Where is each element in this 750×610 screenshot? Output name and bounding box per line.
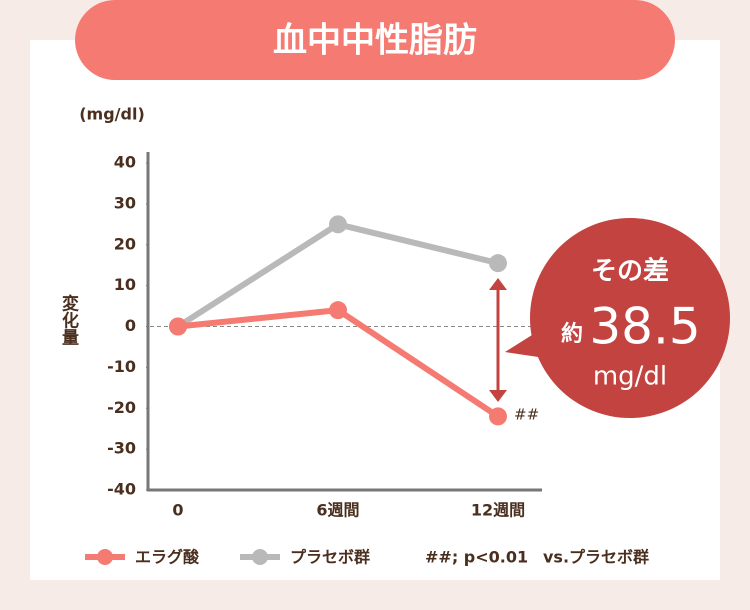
significance-mark: ## xyxy=(514,406,539,424)
y-tick-label: -40 xyxy=(107,480,136,499)
callout-unit: mg/dl xyxy=(593,362,667,392)
legend-marker xyxy=(252,549,268,565)
point xyxy=(329,215,347,234)
point xyxy=(489,407,507,426)
point xyxy=(169,317,187,336)
y-unit: (mg/dl) xyxy=(79,105,145,124)
legend-label: エラグ酸 xyxy=(135,548,200,567)
x-tick-label: 0 xyxy=(172,501,183,520)
legend-label: プラセボ群 xyxy=(290,548,370,567)
y-tick-label: 40 xyxy=(114,153,136,172)
y-tick-label: 20 xyxy=(114,234,136,253)
chart-title: 血中中性脂肪 xyxy=(273,21,477,61)
legend-marker xyxy=(97,549,113,565)
legend-note: vs.プラセボ群 xyxy=(543,548,649,567)
callout-bubble xyxy=(530,218,730,418)
point xyxy=(489,254,507,273)
y-tick-label: -30 xyxy=(107,439,136,458)
x-tick-label: 12週間 xyxy=(471,501,525,520)
y-label: 変化量 xyxy=(58,293,79,345)
y-tick-label: 10 xyxy=(114,275,136,294)
y-tick-label: 0 xyxy=(125,316,136,335)
point xyxy=(329,301,347,320)
title-pill xyxy=(75,0,675,80)
y-tick-label: -10 xyxy=(107,357,136,376)
callout-prefix: 約 xyxy=(561,321,583,347)
x-tick-label: 6週間 xyxy=(316,501,359,520)
y-tick-label: 30 xyxy=(114,193,136,212)
y-tick-label: -20 xyxy=(107,398,136,417)
legend-note: ##; p<0.01 xyxy=(425,548,528,567)
callout-label: その差 xyxy=(591,256,669,287)
callout-value: 38.5 xyxy=(589,298,700,356)
